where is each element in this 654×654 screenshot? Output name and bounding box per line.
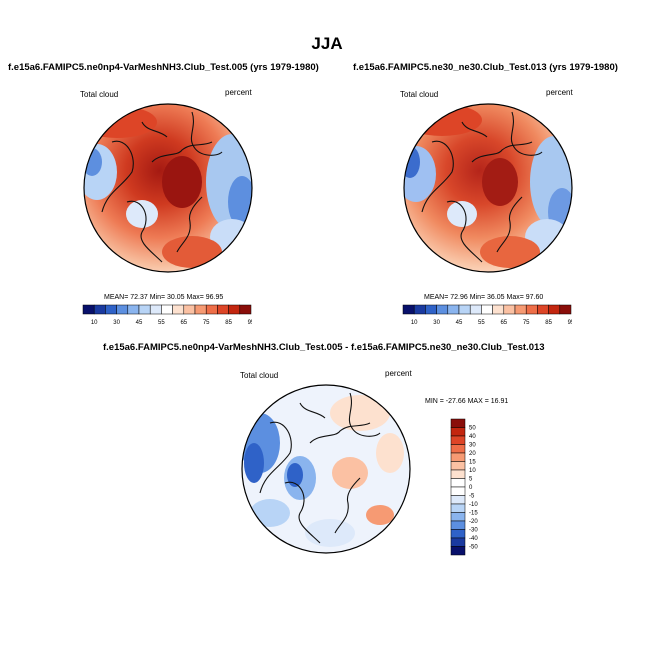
colorbar-difference-swatch — [450, 529, 466, 539]
colorbar-difference-swatch — [450, 418, 466, 428]
panel-left-stats: MEAN= 72.37 Min= 30.05 Max= 96.95 — [104, 294, 224, 301]
map-right — [403, 103, 573, 273]
colorbar-right-swatch — [436, 304, 449, 315]
panel-left-units: percent — [225, 88, 252, 97]
colorbar-difference-label: 15 — [469, 460, 476, 466]
colorbar-left-label: 55 — [158, 320, 165, 326]
colorbar-right-swatch — [503, 304, 516, 315]
panel-right-title: f.e15a6.FAMIPC5.ne30_ne30.Club_Test.013 … — [353, 62, 618, 73]
colorbar-difference-label: -5 — [469, 494, 475, 500]
panel-right-stats: MEAN= 72.96 Min= 36.05 Max= 97.60 — [424, 294, 544, 301]
colorbar-left-swatch — [127, 304, 140, 315]
panel-diff-title: f.e15a6.FAMIPC5.ne0np4-VarMeshNH3.Club_T… — [103, 342, 545, 353]
colorbar-left-swatch — [205, 304, 218, 315]
colorbar-left-swatch — [228, 304, 241, 315]
colorbar-right-swatch — [537, 304, 549, 315]
colorbar-difference-label: 5 — [469, 477, 473, 483]
colorbar-difference-label: 40 — [469, 434, 476, 440]
colorbar-right-label: 85 — [545, 320, 552, 326]
colorbar-right-swatch — [481, 304, 493, 315]
colorbar-right-swatch — [447, 304, 460, 315]
colorbar-difference-swatch — [450, 444, 466, 454]
panel-left-variable: Total cloud — [80, 90, 119, 99]
season-title: JJA — [311, 34, 343, 53]
colorbar-left-swatch — [183, 304, 196, 315]
colorbar-difference-swatch — [450, 478, 466, 488]
colorbar-difference-label: -20 — [469, 519, 478, 525]
panel-right-units: percent — [546, 88, 573, 97]
colorbar-right-swatch — [492, 304, 505, 315]
colorbar-difference-swatch — [450, 469, 466, 479]
map-difference — [241, 384, 411, 554]
colorbar-difference-swatch — [450, 537, 466, 547]
colorbar-difference-label: 0 — [469, 485, 473, 491]
map-left — [83, 103, 253, 273]
colorbar-left-swatch — [116, 304, 129, 315]
colorbar-difference-label: 10 — [469, 468, 476, 474]
colorbar-difference-swatch — [450, 495, 466, 505]
colorbar-right-label: 30 — [433, 320, 440, 326]
panel-left-title: f.e15a6.FAMIPC5.ne0np4-VarMeshNH3.Club_T… — [8, 62, 319, 73]
colorbar-left-swatch — [82, 304, 95, 315]
colorbar-right-label: 45 — [456, 320, 463, 326]
colorbar-left: 10 30 45 55 65 75 85 95 — [82, 304, 252, 326]
colorbar-left-label: 65 — [180, 320, 187, 326]
colorbar-left-label: 95 — [248, 320, 252, 326]
colorbar-difference-swatch — [450, 427, 466, 437]
colorbar-right-label: 10 — [411, 320, 418, 326]
colorbar-difference-swatch — [450, 512, 466, 522]
colorbar-difference-label: -30 — [469, 528, 478, 534]
colorbar-right-swatch — [548, 304, 561, 315]
colorbar-right-label: 65 — [500, 320, 507, 326]
colorbar-right-swatch — [469, 304, 482, 315]
colorbar-difference-label: -15 — [469, 511, 478, 517]
panel-diff-stats: MIN = -27.66 MAX = 16.91 — [425, 398, 509, 405]
colorbar-left-label: 75 — [203, 320, 210, 326]
colorbar-right-label: 95 — [568, 320, 572, 326]
colorbar-right-swatch — [559, 304, 572, 315]
colorbar-left-swatch — [138, 304, 151, 315]
colorbar-left-label: 85 — [225, 320, 232, 326]
colorbar-right: 10 30 45 55 65 75 85 95 — [402, 304, 572, 326]
colorbar-left-swatch — [217, 304, 229, 315]
colorbar-left-swatch — [105, 304, 117, 315]
colorbar-difference-swatch — [450, 461, 466, 471]
colorbar-difference-label: 30 — [469, 443, 476, 449]
colorbar-difference-swatch — [450, 546, 466, 556]
colorbar-left-swatch — [194, 304, 207, 315]
colorbar-difference-swatch — [450, 520, 466, 530]
panel-right-variable: Total cloud — [400, 90, 439, 99]
colorbar-difference-swatch — [450, 435, 466, 445]
colorbar-difference-label: -10 — [469, 502, 478, 508]
colorbar-right-label: 55 — [478, 320, 485, 326]
colorbar-left-label: 30 — [113, 320, 120, 326]
colorbar-difference-label: -50 — [469, 545, 478, 551]
colorbar-right-label: 75 — [523, 320, 530, 326]
colorbar-difference-label: -40 — [469, 536, 478, 542]
colorbar-left-swatch — [149, 304, 162, 315]
colorbar-left-swatch — [239, 304, 252, 315]
colorbar-left-label: 45 — [136, 320, 143, 326]
colorbar-left-swatch — [172, 304, 185, 315]
colorbar-right-swatch — [525, 304, 538, 315]
panel-diff-variable: Total cloud — [240, 371, 279, 380]
colorbar-right-swatch — [458, 304, 471, 315]
colorbar-right-swatch — [514, 304, 527, 315]
colorbar-left-label: 10 — [91, 320, 98, 326]
colorbar-difference-label: 50 — [469, 426, 476, 432]
colorbar-difference-swatch — [450, 503, 466, 513]
colorbar-difference-label: 20 — [469, 451, 476, 457]
colorbar-difference-swatch — [450, 486, 466, 496]
colorbar-right-swatch — [425, 304, 437, 315]
colorbar-right-swatch — [413, 304, 426, 315]
colorbar-right-swatch — [402, 304, 415, 315]
panel-diff-units: percent — [385, 369, 412, 378]
colorbar-left-swatch — [93, 304, 106, 315]
colorbar-left-swatch — [161, 304, 173, 315]
colorbar-difference-swatch — [450, 452, 466, 462]
